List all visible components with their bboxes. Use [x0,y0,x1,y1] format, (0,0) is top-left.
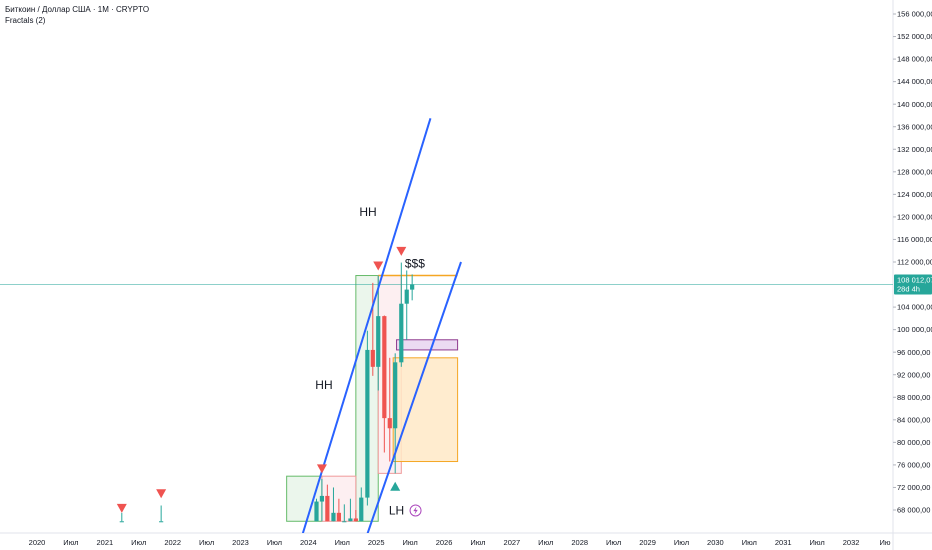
annotation-label: $$$ [405,257,425,271]
candle-body [382,316,387,419]
y-tick-label: 104 000,00 [897,303,932,312]
y-tick-label: 152 000,00 [897,32,932,41]
x-tick-label: Июл [63,538,78,547]
x-tick-label: Июл [131,538,146,547]
candle-body [348,518,353,522]
symbol-title: Биткоин / Доллар США · 1М · CRYPTO [5,5,150,14]
candle-body [119,521,124,523]
y-tick-label: 68 000,00 [897,506,930,515]
annotation-label: HH [359,205,376,219]
fractal-up-marker [390,481,401,491]
y-tick-label: 84 000,00 [897,415,930,424]
price-badge-bg [894,274,932,295]
y-tick-label: 136 000,00 [897,122,932,131]
y-tick-label: 112 000,00 [897,258,932,267]
y-tick-label: 72 000,00 [897,483,930,492]
x-tick-label: Июл [403,538,418,547]
x-tick-label: 2024 [300,538,317,547]
x-tick-label: 2021 [96,538,113,547]
y-tick-label: 100 000,00 [897,325,932,334]
x-tick-label: 2030 [707,538,724,547]
candle-body [342,521,347,523]
candle-body [393,362,398,429]
y-tick-label: 92 000,00 [897,370,930,379]
annotation-label: HH [315,378,332,392]
trendline [301,117,432,533]
y-tick-label: 120 000,00 [897,213,932,222]
annotation-label: LH [389,504,404,518]
candle-body [359,497,364,522]
x-tick-label: 2020 [29,538,46,547]
x-tick-label: Июл [674,538,689,547]
y-tick-label: 144 000,00 [897,77,932,86]
fractal-down-marker [316,464,327,474]
flash-icon [413,506,418,515]
x-tick-label: 2027 [504,538,521,547]
x-tick-label: 2022 [164,538,181,547]
y-tick-label: 132 000,00 [897,145,932,154]
price-badge-value: 108 012,07 [897,275,932,284]
x-tick-label: 2032 [843,538,860,547]
x-tick-label: 2023 [232,538,249,547]
candle-body [387,418,392,429]
x-tick-label: Июл [199,538,214,547]
candle-body [336,512,341,522]
y-tick-label: 148 000,00 [897,55,932,64]
fractals [116,246,407,513]
x-tick-label: Июл [335,538,350,547]
fractal-down-marker [116,503,127,513]
y-tick-label: 128 000,00 [897,167,932,176]
price-axis: 156 000,00 152 000,00 148 000,00 144 000,00… [893,10,932,515]
y-tick-label: 76 000,00 [897,461,930,470]
annotations: HH HH $$$ LH [315,205,425,518]
candle-body [314,501,319,522]
x-tick-label: Июл [742,538,757,547]
candle-body [353,518,358,522]
y-tick-label: 116 000,00 [897,235,932,244]
candle-body [331,512,336,522]
price-badge-countdown: 28d 4h [897,284,920,293]
y-tick-label: 88 000,00 [897,393,930,402]
x-tick-label: 2025 [368,538,385,547]
y-tick-label: 124 000,00 [897,190,932,199]
trendlines [301,117,462,533]
y-tick-label: 140 000,00 [897,100,932,109]
fractal-down-marker [396,246,407,256]
y-tick-label: 156 000,00 [897,10,932,19]
x-tick-label: 2031 [775,538,792,547]
zone-boxes [286,274,459,522]
candle-body [159,521,164,523]
orange-zone-box [392,357,459,463]
x-tick-label: Июл [606,538,621,547]
fractal-down-marker [373,261,384,271]
candle-body [404,289,409,304]
candle-body [370,349,375,367]
candle-body [376,316,381,367]
x-tick-label: 2029 [639,538,656,547]
x-tick-label: Июл [538,538,553,547]
chart-legend: Биткоин / Доллар США · 1М · CRYPTO Fract… [5,4,149,26]
x-tick-label: Июл [810,538,825,547]
y-tick-label: 96 000,00 [897,348,930,357]
flash-icon [409,504,422,517]
x-tick-label: 2028 [571,538,588,547]
fractal-down-marker [156,489,167,499]
candle-body [410,284,415,290]
trendline [366,261,462,533]
candle-body [319,495,325,502]
indicator-label: Fractals (2) [5,16,46,25]
candle-body [399,303,404,363]
purple-zone-box [396,339,459,351]
time-axis: 2020 Июл 2021 Июл 2022 Июл 2023 Июл 2024 Июл 2025 И… [29,538,891,547]
candle-body [325,495,330,522]
x-tick-label: Ию [879,538,890,547]
x-tick-label: Июл [267,538,282,547]
x-tick-label: Июл [470,538,485,547]
x-tick-label: 2026 [436,538,453,547]
y-tick-label: 80 000,00 [897,438,930,447]
candle-body [365,349,370,498]
